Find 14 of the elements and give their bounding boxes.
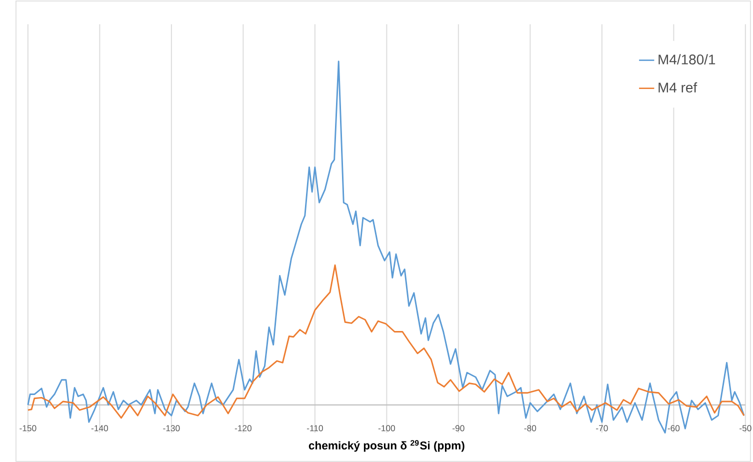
x-tick-label: -60: [668, 425, 680, 432]
x-tick-label: -100: [378, 425, 395, 432]
x-tick-label: -150: [20, 425, 36, 432]
x-tick-label: -140: [91, 425, 108, 432]
x-tick-label: -80: [524, 425, 536, 432]
legend-label: M4 ref: [658, 82, 698, 93]
legend-label: M4/180/1: [658, 54, 716, 64]
x-tick-label: -130: [163, 425, 180, 432]
x-tick-label: -50: [740, 425, 752, 432]
x-tick-label: -70: [596, 425, 608, 432]
x-tick-label: -120: [234, 425, 252, 432]
x-tick-label: -90: [452, 425, 464, 432]
x-tick-label: -110: [306, 425, 323, 432]
text: chemický posun δ $^{29}$Si (ppm): [308, 440, 464, 452]
